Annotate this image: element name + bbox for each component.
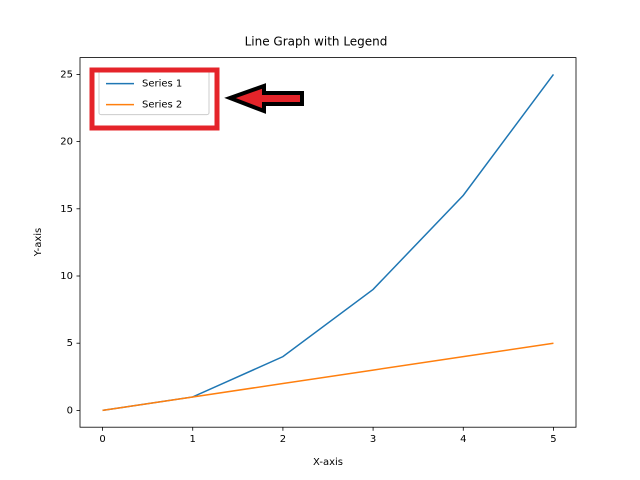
x-tick-label: 2 — [280, 434, 286, 445]
y-tick-label: 25 — [60, 69, 73, 80]
plot-area: 0 1 2 3 4 5 0 5 10 15 20 25 Series 1 Series 2 — [60, 57, 577, 445]
y-tick-label: 5 — [67, 338, 73, 349]
x-axis-label: X-axis — [313, 457, 343, 468]
x-tick-label: 4 — [460, 434, 466, 445]
legend: Series 1 Series 2 — [98, 68, 210, 116]
x-tick-label: 0 — [99, 434, 105, 445]
y-tick-label: 10 — [60, 271, 73, 282]
pointer-arrow — [224, 83, 304, 114]
x-tick-label: 5 — [550, 434, 556, 445]
legend-label: Series 2 — [142, 100, 182, 111]
highlight-box — [89, 67, 220, 131]
series-line — [102, 342, 554, 412]
chart-title: Line Graph with Legend — [245, 35, 388, 49]
axes-frame — [79, 57, 577, 428]
y-axis-label: Y-axis — [33, 228, 44, 258]
x-tick-label: 3 — [370, 434, 376, 445]
x-tick-label: 1 — [190, 434, 196, 445]
y-tick-label: 0 — [67, 405, 73, 416]
y-tick-label: 15 — [60, 204, 73, 215]
legend-label: Series 1 — [142, 79, 182, 90]
y-tick-label: 20 — [60, 137, 73, 148]
